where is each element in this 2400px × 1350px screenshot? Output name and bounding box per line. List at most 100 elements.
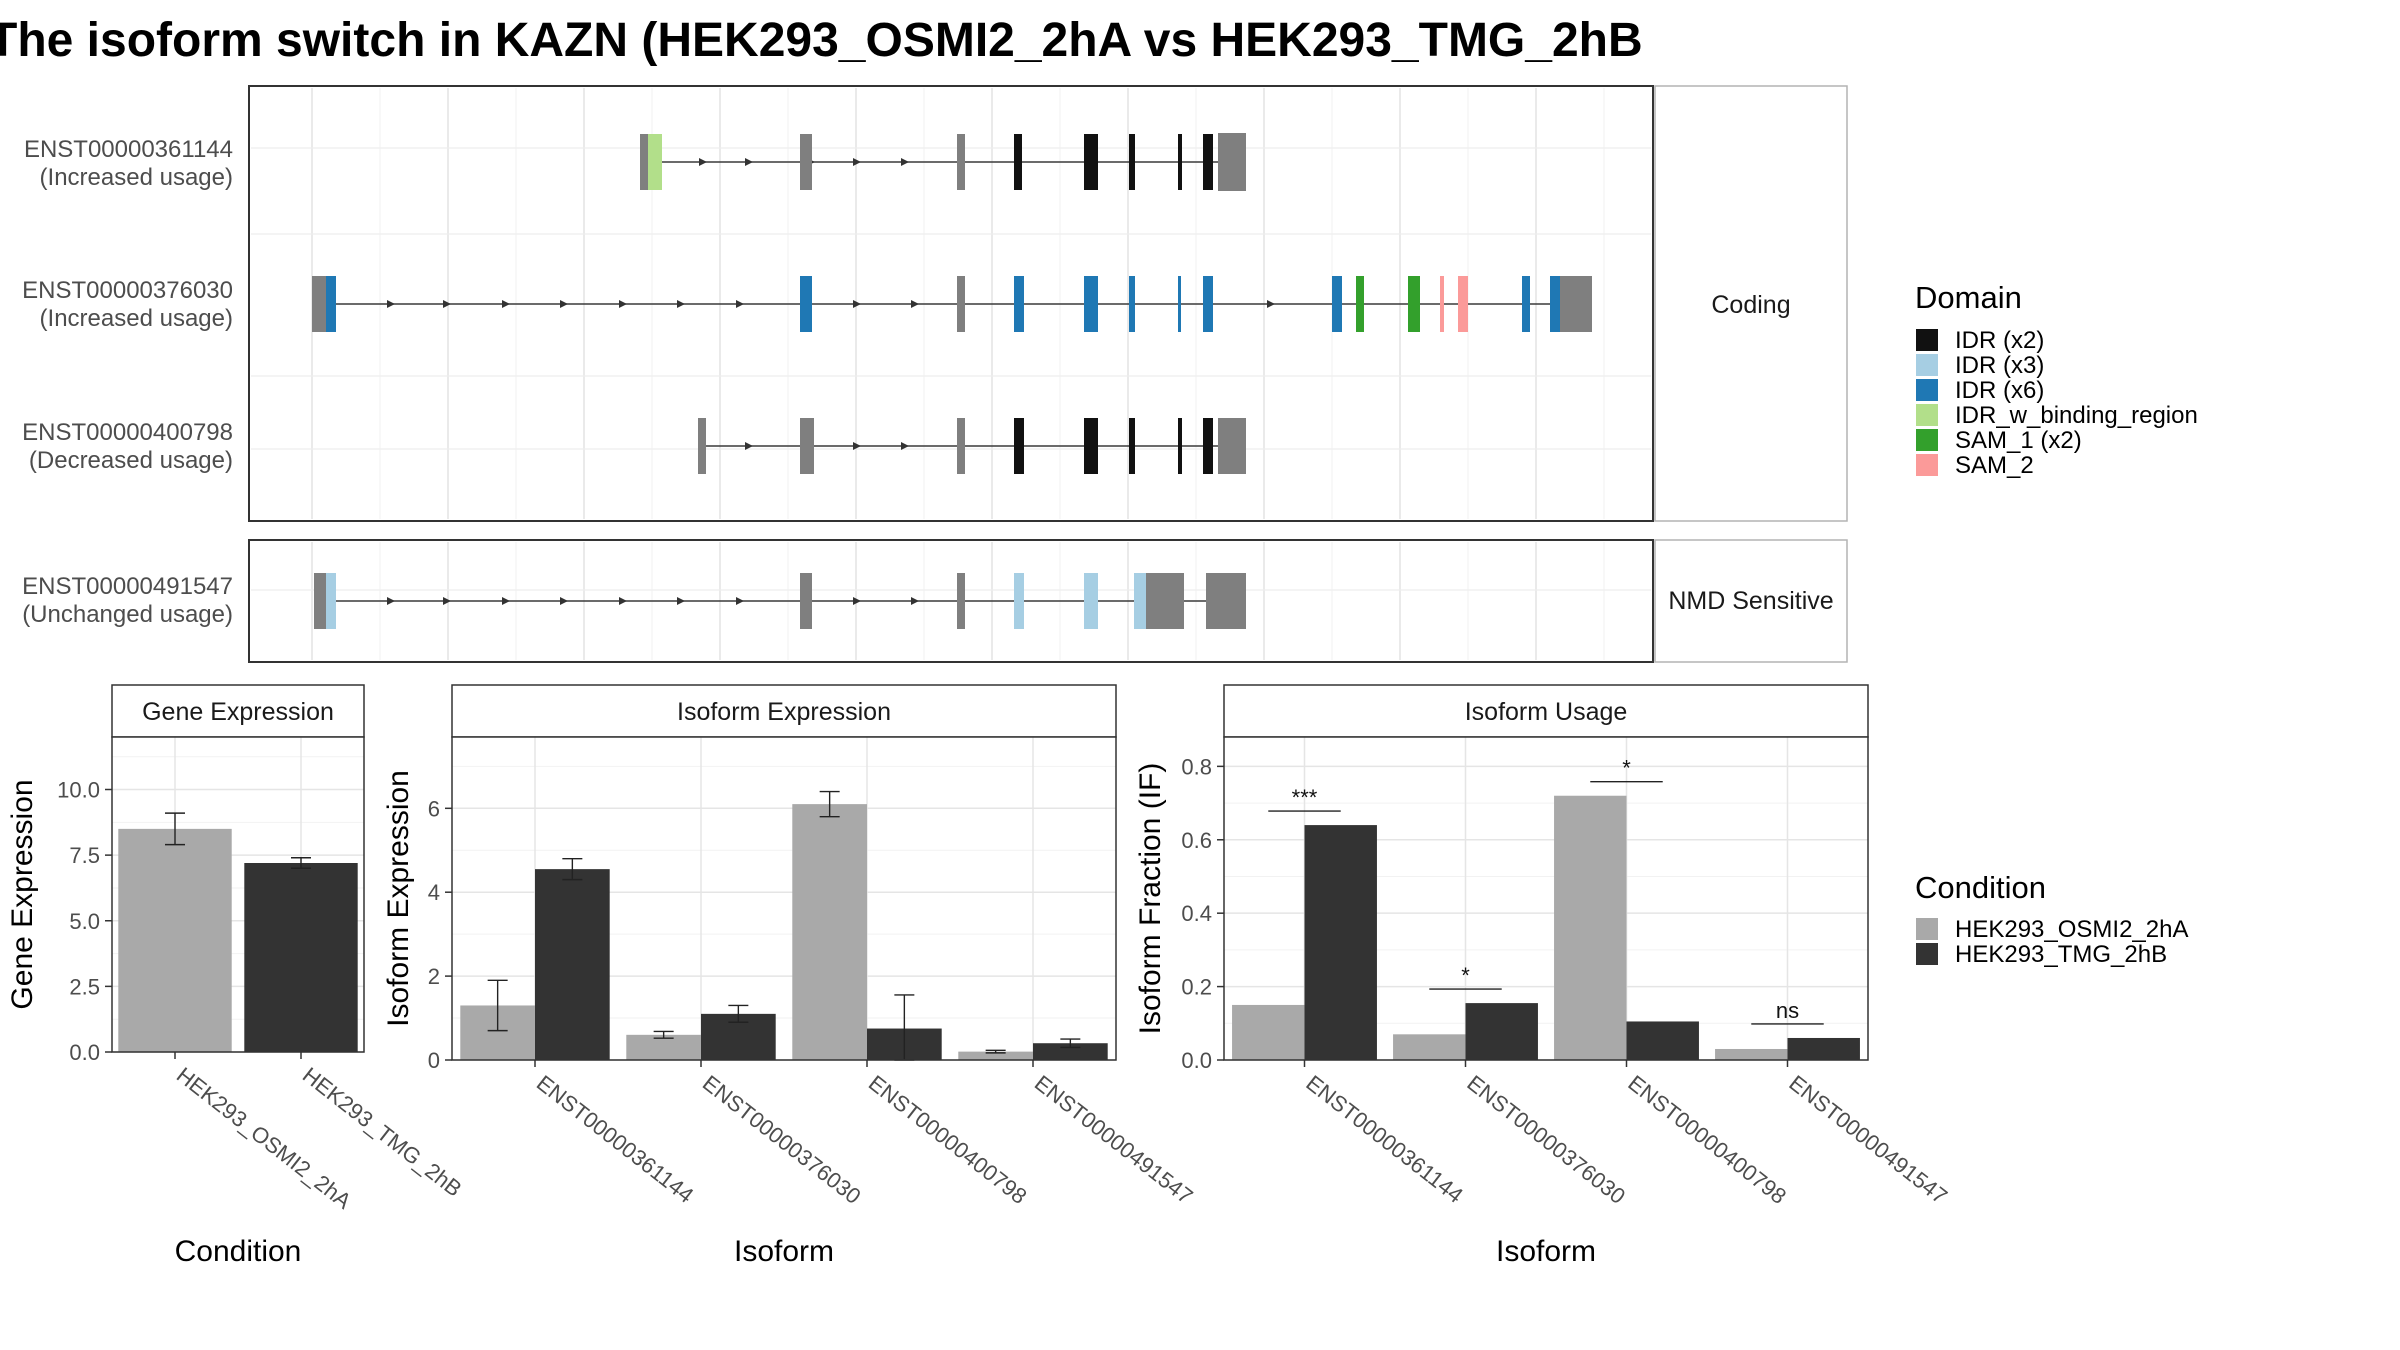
intron-direction-arrow xyxy=(387,597,395,605)
bar xyxy=(1232,1004,1305,1060)
significance-label: * xyxy=(1461,963,1470,988)
bar xyxy=(1304,825,1377,1060)
x-tick-label: ENST00000376030 xyxy=(698,1070,866,1209)
legend-swatch-idr-binding xyxy=(1916,404,1938,426)
intron-direction-arrow xyxy=(443,300,451,308)
x-tick-label: ENST00000491547 xyxy=(1784,1070,1952,1209)
intron-direction-arrow xyxy=(677,300,685,308)
coding-exon xyxy=(800,276,812,332)
intron-direction-arrow xyxy=(901,158,909,166)
x-tick-label: ENST00000400798 xyxy=(864,1070,1032,1209)
condition-legend-title: Condition xyxy=(1915,870,2046,905)
coding-exon xyxy=(1440,276,1444,332)
utr-exon xyxy=(1218,418,1246,474)
y-axis-title: Isoform Expression xyxy=(382,770,415,1027)
coding-exon xyxy=(1014,134,1022,190)
coding-exon xyxy=(1550,276,1560,332)
legend-label-sam2: SAM_2 xyxy=(1955,452,2034,479)
y-tick-label: 0 xyxy=(428,1048,440,1073)
isoform-label-1-usage: (Increased usage) xyxy=(40,164,233,191)
facet-strip-title: Gene Expression xyxy=(142,698,334,726)
utr-exon xyxy=(314,573,326,629)
bar xyxy=(118,828,232,1052)
isoform-label-3-usage: (Decreased usage) xyxy=(29,447,233,474)
coding-exon xyxy=(326,573,336,629)
y-tick-label: 0.2 xyxy=(1181,975,1212,1000)
legend-swatch-cond1 xyxy=(1916,918,1938,940)
coding-exon xyxy=(1408,276,1420,332)
legend-swatch-idr-x6 xyxy=(1916,379,1938,401)
intron-direction-arrow xyxy=(911,597,919,605)
x-axis-title: Condition xyxy=(175,1235,302,1268)
nmd-strip xyxy=(1654,539,1848,663)
y-tick-label: 6 xyxy=(428,796,440,821)
coding-exon xyxy=(1084,276,1098,332)
structure-tracks xyxy=(312,133,1592,629)
bar xyxy=(244,863,358,1052)
intron-direction-arrow xyxy=(560,300,568,308)
coding-strip xyxy=(1654,85,1848,522)
y-tick-label: 0.8 xyxy=(1181,754,1212,779)
figure-title: The isoform switch in KAZN (HEK293_OSMI2… xyxy=(0,14,1643,67)
isoform-label-3-id: ENST00000400798 xyxy=(22,419,233,446)
x-axis-title: Isoform xyxy=(1496,1235,1596,1268)
coding-exon xyxy=(1134,573,1146,629)
isoform-label-1-id: ENST00000361144 xyxy=(24,136,233,163)
y-tick-label: 0.0 xyxy=(69,1040,100,1065)
facet-strip xyxy=(111,684,365,738)
bar xyxy=(958,1051,1033,1060)
facet-strip-title: Isoform Expression xyxy=(677,698,891,726)
isoform-label-2-usage: (Increased usage) xyxy=(40,305,233,332)
legend-label-idr-x2: IDR (x2) xyxy=(1955,327,2044,354)
significance-label: * xyxy=(1622,756,1631,781)
legend-label-sam1: SAM_1 (x2) xyxy=(1955,427,2082,454)
domain-legend: Domain IDR (x2) IDR (x3) IDR (x6) IDR_w_… xyxy=(1915,280,2198,479)
utr-exon xyxy=(1140,573,1184,629)
bar xyxy=(792,804,867,1060)
bar xyxy=(1033,1043,1108,1060)
significance-label: ns xyxy=(1776,998,1799,1023)
bar xyxy=(1465,1003,1538,1060)
utr-exon xyxy=(312,276,326,332)
intron-direction-arrow xyxy=(502,300,510,308)
significance-label: *** xyxy=(1292,785,1318,810)
x-tick-label: ENST00000400798 xyxy=(1623,1070,1791,1209)
bar xyxy=(535,869,610,1060)
intron-direction-arrow xyxy=(443,597,451,605)
legend-label-cond2: HEK293_TMG_2hB xyxy=(1955,941,2167,968)
coding-exon xyxy=(1084,418,1098,474)
coding-exon xyxy=(808,418,814,474)
legend-swatch-sam1 xyxy=(1916,429,1938,451)
coding-exon xyxy=(800,134,812,190)
coding-exon xyxy=(800,573,812,629)
structure-panel: Coding NMD Sensitive ENST00000361144 (In… xyxy=(22,85,1848,663)
y-tick-label: 4 xyxy=(428,880,440,905)
coding-exon xyxy=(1084,134,1098,190)
legend-swatch-sam2 xyxy=(1916,454,1938,476)
y-tick-label: 0.6 xyxy=(1181,828,1212,853)
intron-direction-arrow xyxy=(745,158,753,166)
intron-direction-arrow xyxy=(677,597,685,605)
intron-direction-arrow xyxy=(901,442,909,450)
utr-exon xyxy=(1206,573,1246,629)
coding-exon xyxy=(957,276,965,332)
intron-direction-arrow xyxy=(853,158,861,166)
coding-exon xyxy=(326,276,336,332)
coding-exon xyxy=(1203,418,1213,474)
y-tick-label: 0.4 xyxy=(1181,901,1212,926)
structure-labels: ENST00000361144 (Increased usage) ENST00… xyxy=(22,136,233,628)
coding-exon xyxy=(1129,276,1135,332)
coding-exon xyxy=(1084,573,1098,629)
coding-exon xyxy=(648,134,662,190)
y-tick-label: 2.5 xyxy=(69,974,100,999)
y-axis-title: Isoform Fraction (IF) xyxy=(1134,763,1167,1035)
x-tick-label: ENST00000491547 xyxy=(1030,1070,1198,1209)
y-tick-label: 10.0 xyxy=(57,778,100,803)
nmd-strip-label: NMD Sensitive xyxy=(1668,587,1833,615)
intron-direction-arrow xyxy=(1267,300,1275,308)
coding-exon xyxy=(1356,276,1364,332)
intron-direction-arrow xyxy=(736,597,744,605)
x-axis-title: Isoform xyxy=(734,1235,834,1268)
legend-label-idr-x3: IDR (x3) xyxy=(1955,352,2044,379)
